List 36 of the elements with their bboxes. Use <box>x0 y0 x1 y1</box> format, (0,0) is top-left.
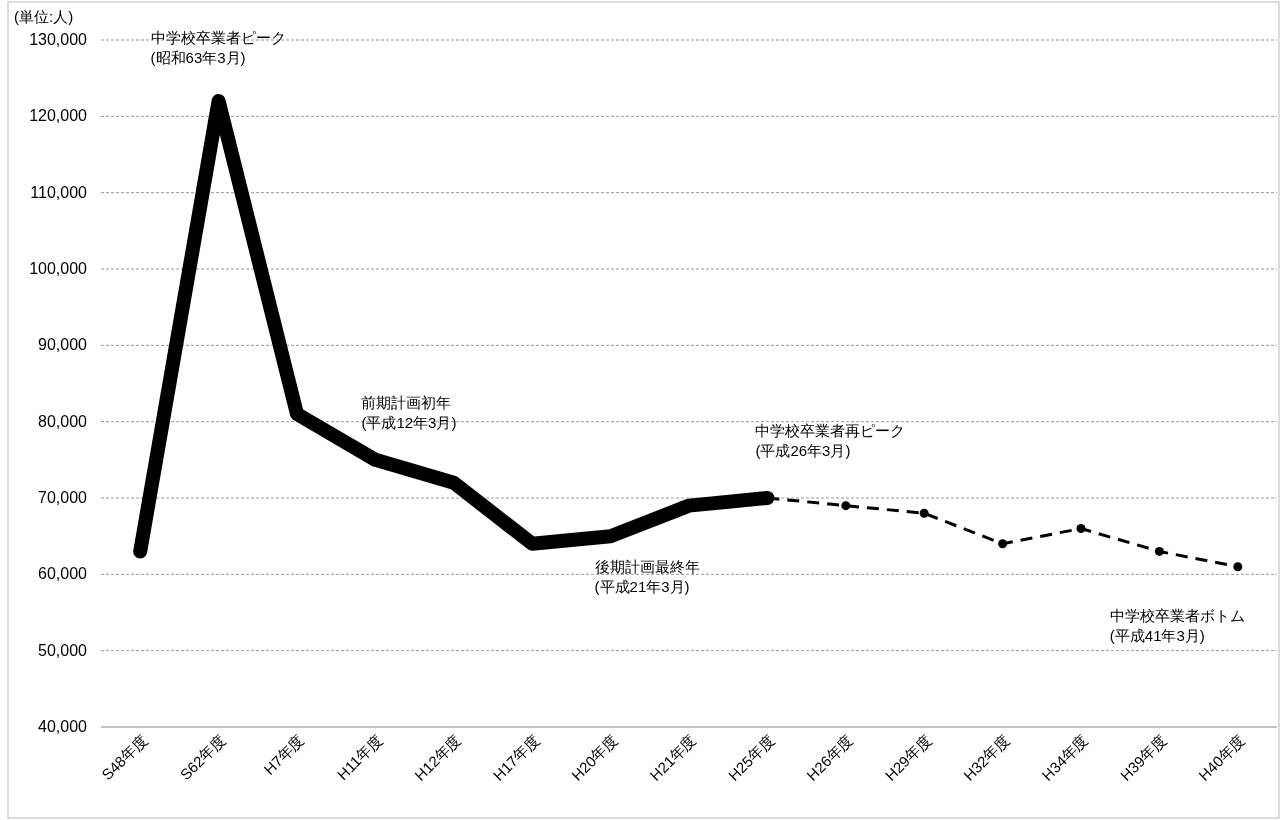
y-tick-label: 100,000 <box>29 260 88 277</box>
point <box>1233 562 1243 572</box>
y-tick-label: 40,000 <box>38 718 88 735</box>
point <box>1154 546 1164 556</box>
point <box>1076 524 1086 534</box>
x-tick-label: H40年度 <box>1195 731 1248 784</box>
annotation: 中学校卒業者ピーク (昭和63年3月) <box>150 29 286 67</box>
point <box>998 539 1008 549</box>
x-tick-label: S62年度 <box>176 731 229 784</box>
x-tick-label: H20年度 <box>568 731 621 784</box>
y-tick-label: 50,000 <box>38 641 88 659</box>
y-tick-label: 70,000 <box>38 489 88 506</box>
y-tick-label: 120,000 <box>29 107 88 125</box>
annotation: 前期計画初年 (平成12年3月) <box>361 393 457 431</box>
annotation: 後期計画最終年 (平成21年3月) <box>594 558 700 596</box>
y-tick-label: 130,000 <box>29 31 88 48</box>
x-tick-label: H32年度 <box>960 731 1013 784</box>
x-tick-label: S48年度 <box>98 731 151 784</box>
x-tick-label: H25年度 <box>724 731 778 784</box>
y-tick-label: 80,000 <box>38 412 88 430</box>
y-tick-label: 90,000 <box>38 336 88 354</box>
x-tick-label: H11年度 <box>333 731 386 784</box>
y-tick-label: 60,000 <box>38 565 88 583</box>
x-tick-label: H34年度 <box>1038 731 1092 784</box>
annotation: 中学校卒業者再ピーク (平成26年3月) <box>755 422 906 459</box>
point <box>919 508 929 518</box>
x-tick-label: H21年度 <box>646 731 700 784</box>
text: (単位:人) <box>14 8 74 25</box>
annotation: 中学校卒業者ボトム (平成41年3月) <box>1109 606 1245 644</box>
x-tick-label: H29年度 <box>881 731 935 784</box>
x-tick-label: H26年度 <box>803 731 856 784</box>
y-tick-label: 110,000 <box>30 183 88 201</box>
x-tick-label: H7年度 <box>260 731 308 778</box>
point <box>841 501 851 511</box>
x-tick-label: H39年度 <box>1116 731 1170 784</box>
x-tick-label: H12年度 <box>411 731 464 784</box>
